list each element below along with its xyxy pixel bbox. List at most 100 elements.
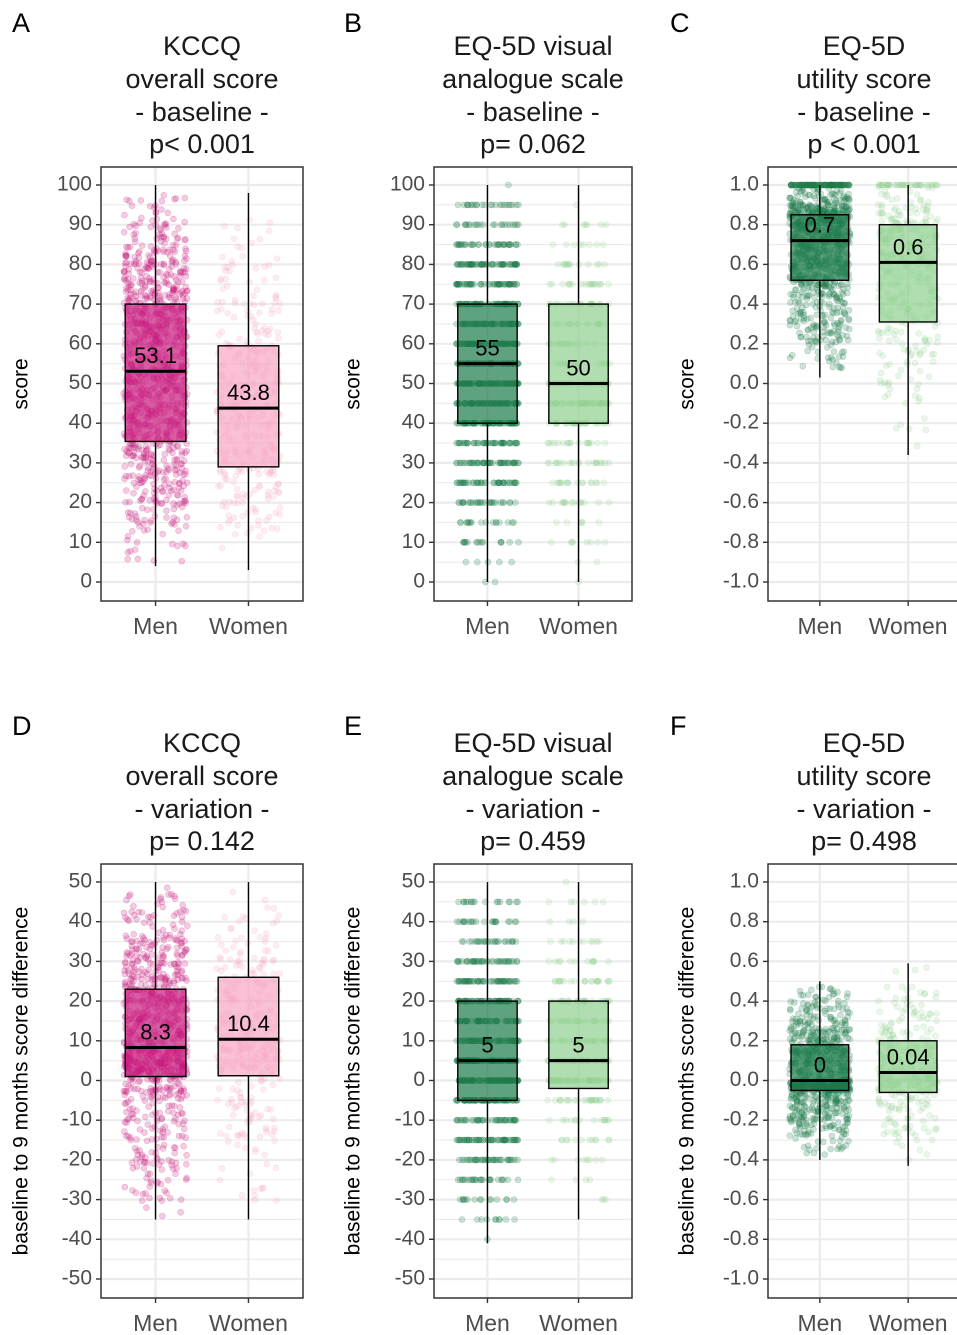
data-point [803, 204, 810, 212]
data-point [461, 439, 469, 447]
data-point [495, 479, 503, 487]
data-point [559, 221, 566, 228]
data-point [276, 970, 284, 977]
data-point [251, 1192, 259, 1199]
data-point [453, 479, 461, 487]
data-point [831, 181, 839, 189]
data-point [566, 439, 574, 447]
data-point [229, 888, 237, 896]
data-point [124, 509, 132, 516]
data-point [252, 320, 259, 328]
y-tick-label: 0.4 [730, 292, 760, 315]
data-point [473, 538, 480, 546]
data-point [172, 258, 180, 266]
data-point [503, 479, 511, 487]
data-point [473, 221, 480, 228]
data-point [919, 206, 927, 213]
data-point [182, 497, 189, 505]
data-point [500, 241, 508, 248]
data-point [125, 449, 132, 457]
data-point [562, 261, 569, 268]
data-point [826, 181, 834, 189]
data-point [821, 282, 829, 290]
median-label: 10.4 [227, 1011, 270, 1036]
data-point [913, 210, 921, 217]
data-point [925, 373, 933, 381]
data-point [453, 280, 461, 288]
data-point [496, 459, 504, 467]
data-point [163, 462, 170, 470]
data-point [804, 181, 812, 189]
data-point [244, 529, 251, 537]
data-point [511, 261, 519, 268]
data-point [831, 191, 839, 199]
data-point [515, 538, 522, 546]
data-point [477, 261, 485, 268]
data-point [799, 362, 807, 370]
data-point [473, 201, 480, 209]
data-point [130, 930, 137, 938]
data-point [265, 261, 273, 269]
panel-letter: D [12, 711, 32, 741]
data-point [787, 181, 795, 189]
data-point [181, 252, 189, 260]
data-point [467, 261, 474, 268]
data-point [269, 493, 277, 501]
data-point [163, 496, 170, 504]
data-point [513, 439, 520, 447]
data-point [238, 244, 245, 252]
data-point [468, 261, 475, 268]
panel-title-line: overall score [125, 64, 278, 94]
data-point [466, 519, 473, 526]
data-point [161, 279, 168, 287]
data-point [221, 469, 228, 476]
data-point [497, 499, 505, 506]
data-point [174, 278, 182, 286]
data-point [218, 305, 225, 313]
data-point [261, 1151, 268, 1159]
data-point [239, 252, 246, 260]
data-point [513, 280, 521, 288]
data-point [468, 519, 475, 526]
data-point [131, 510, 139, 517]
data-point [820, 181, 828, 189]
data-point [479, 261, 486, 268]
data-point [511, 261, 518, 268]
data-point [504, 459, 512, 467]
data-point [136, 269, 144, 276]
data-point [501, 261, 509, 268]
data-point [809, 300, 817, 308]
data-point [131, 253, 139, 261]
data-point [833, 199, 840, 207]
data-point [495, 241, 503, 248]
data-point [179, 268, 187, 276]
data-point [158, 260, 165, 268]
data-point [498, 261, 506, 268]
data-point [460, 479, 468, 487]
data-point [141, 284, 149, 291]
data-point [826, 181, 834, 189]
data-point [264, 491, 272, 499]
data-point [136, 522, 143, 530]
y-tick-label: 0.8 [730, 212, 759, 235]
data-point [564, 261, 572, 268]
data-point [797, 189, 804, 196]
data-point [127, 286, 134, 294]
data-point [234, 522, 241, 529]
data-point [585, 261, 592, 268]
data-point [130, 290, 138, 298]
data-point [600, 479, 608, 487]
data-point [165, 445, 172, 453]
data-point [585, 439, 593, 447]
data-point [836, 196, 844, 204]
data-point [846, 196, 853, 204]
data-point [838, 349, 846, 356]
data-point [138, 214, 145, 222]
data-point [509, 201, 516, 209]
data-point [169, 287, 177, 295]
data-point [147, 1084, 155, 1092]
data-point [465, 261, 473, 268]
data-point [259, 327, 266, 334]
data-point [122, 914, 129, 921]
data-point [132, 1189, 140, 1197]
